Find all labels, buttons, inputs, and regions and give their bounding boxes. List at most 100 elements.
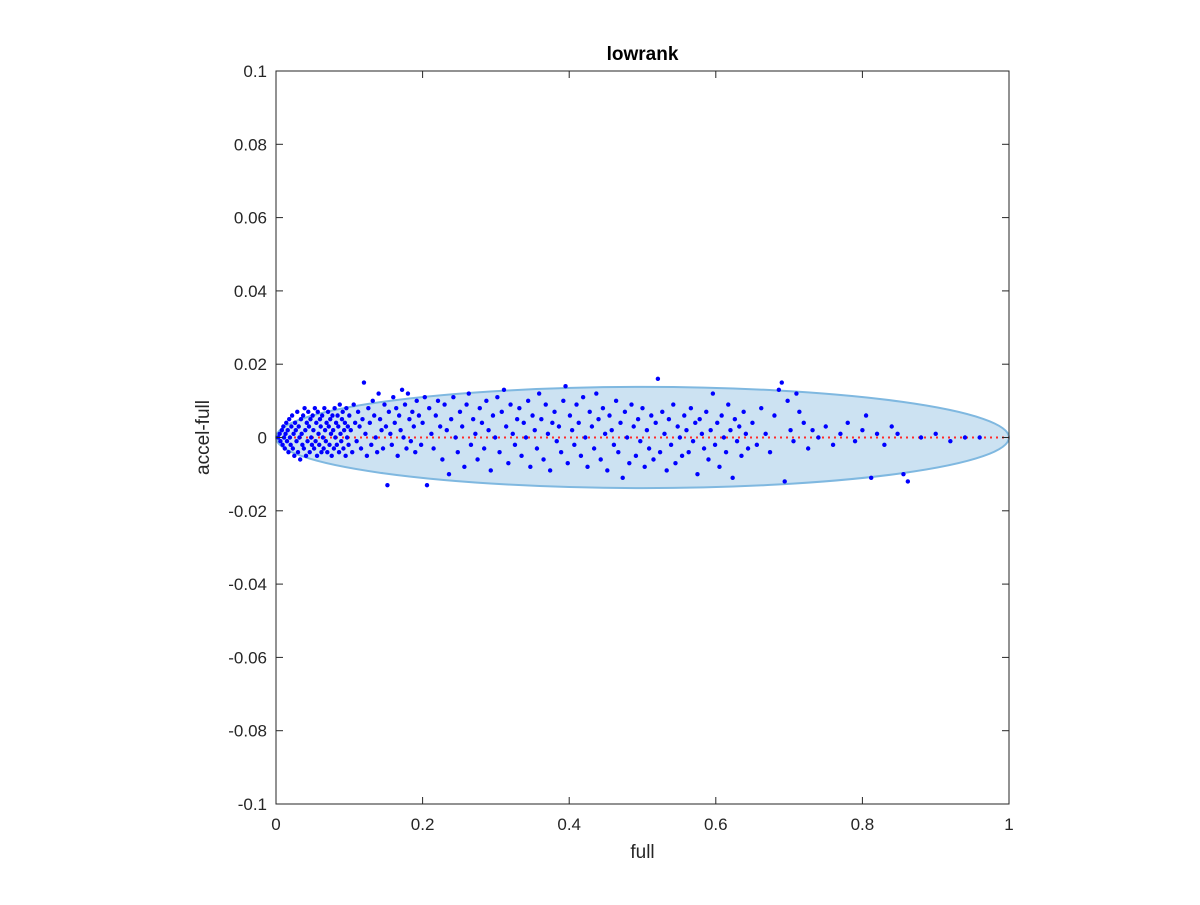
data-point: [344, 435, 350, 440]
data-point: [328, 431, 334, 437]
data-point: [297, 457, 303, 462]
data-point: [497, 449, 502, 455]
data-point: [719, 413, 724, 418]
data-point: [448, 416, 454, 422]
data-point: [309, 442, 315, 448]
data-point: [543, 402, 548, 407]
data-point: [355, 409, 361, 415]
data-point: [609, 427, 614, 433]
data-point: [440, 457, 445, 462]
data-point: [468, 442, 474, 448]
data-point: [341, 427, 347, 433]
data-point: [767, 449, 773, 455]
data-point: [587, 409, 592, 415]
data-point: [303, 427, 308, 433]
y-tick-label: 0.08: [234, 135, 267, 154]
data-point: [717, 464, 722, 470]
data-point: [372, 413, 377, 418]
data-point: [525, 398, 531, 404]
data-point: [289, 424, 294, 429]
data-point: [481, 446, 487, 451]
data-point: [695, 471, 700, 477]
data-point: [638, 438, 643, 444]
data-point: [339, 438, 344, 444]
data-point: [734, 438, 740, 444]
data-point: [336, 449, 342, 455]
data-point: [294, 438, 299, 444]
data-point: [565, 460, 570, 466]
y-tick-label: -0.1: [238, 795, 267, 814]
data-point: [333, 420, 339, 426]
data-point: [644, 427, 650, 433]
data-point: [337, 402, 342, 407]
data-point: [283, 431, 288, 437]
data-point: [279, 427, 285, 433]
data-point: [686, 449, 691, 455]
data-point: [845, 420, 850, 426]
data-point: [373, 435, 378, 440]
data-point: [344, 405, 349, 411]
data-point: [797, 409, 802, 415]
data-point: [495, 394, 500, 400]
data-point: [860, 427, 865, 433]
x-tick-label: 1: [1004, 815, 1013, 834]
data-point: [594, 391, 599, 396]
data-point: [333, 435, 338, 440]
data-point: [395, 453, 400, 459]
data-point: [401, 435, 406, 440]
data-point: [300, 442, 305, 448]
data-point: [336, 424, 341, 429]
data-point: [682, 413, 687, 418]
data-point: [295, 409, 300, 415]
data-point: [499, 409, 504, 415]
data-point: [369, 442, 374, 448]
data-point: [442, 402, 447, 407]
data-point: [486, 427, 491, 433]
data-point: [306, 409, 311, 415]
data-point: [556, 424, 562, 429]
data-point: [640, 405, 645, 411]
data-point: [363, 431, 368, 437]
y-tick-label: 0.02: [234, 355, 267, 374]
data-point: [693, 420, 698, 426]
data-point: [521, 420, 526, 426]
data-point: [810, 427, 815, 433]
data-point: [706, 457, 711, 462]
data-point: [339, 416, 345, 422]
data-point: [429, 431, 434, 437]
data-point: [340, 409, 345, 415]
data-point: [288, 442, 293, 448]
data-point: [327, 442, 332, 448]
data-point: [905, 479, 911, 484]
data-point: [459, 424, 465, 429]
data-point: [801, 420, 806, 426]
data-point: [285, 427, 290, 433]
data-point: [607, 413, 612, 418]
data-point: [335, 413, 340, 418]
data-point: [385, 482, 390, 488]
data-point: [388, 431, 393, 437]
data-point: [627, 460, 632, 466]
data-point: [311, 427, 316, 433]
data-point: [517, 405, 522, 411]
data-point: [367, 420, 373, 426]
data-point: [398, 427, 403, 433]
y-tick-label: 0.04: [234, 282, 267, 301]
data-point: [407, 416, 412, 422]
data-point: [479, 420, 485, 426]
data-point: [284, 438, 290, 444]
data-point: [383, 424, 389, 429]
data-point: [596, 416, 601, 422]
data-point: [295, 449, 301, 455]
data-point: [534, 446, 540, 451]
data-point: [882, 442, 887, 448]
data-point: [620, 475, 625, 481]
data-point: [366, 405, 371, 411]
data-point: [712, 442, 718, 448]
data-point: [759, 405, 764, 411]
data-point: [320, 435, 326, 440]
data-point: [664, 468, 669, 473]
data-point: [331, 446, 337, 451]
data-point: [399, 387, 405, 393]
data-point: [332, 405, 337, 411]
